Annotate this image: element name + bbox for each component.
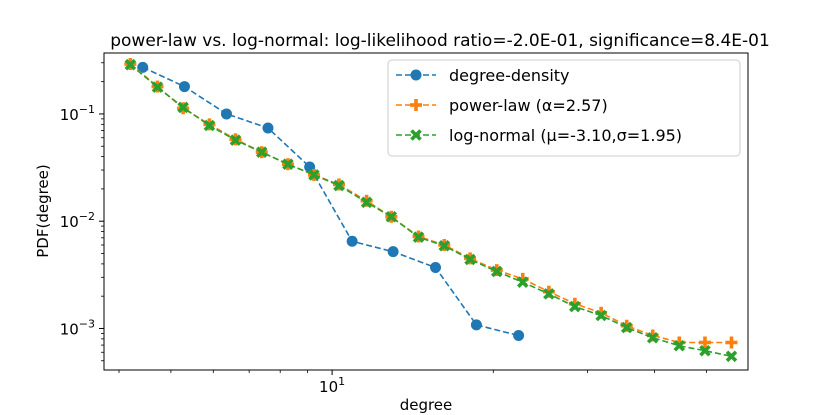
data-point-2-8 [333,179,345,192]
data-point-2-10 [385,210,398,223]
data-point-0-7 [430,262,442,274]
legend-label-0: degree-density [449,66,570,85]
data-point-2-11 [412,231,425,243]
data-point-0-8 [470,319,482,331]
data-point-1-22 [698,336,711,349]
data-point-2-22 [699,344,711,357]
data-point-2-5 [255,146,268,158]
data-point-2-12 [438,240,451,252]
data-point-2-20 [646,331,659,344]
series-line-0 [142,66,519,337]
data-point-2-16 [543,288,555,300]
y-axis-label: PDF(degree) [34,164,52,258]
data-point-2-6 [282,158,294,170]
legend-marker-1 [410,99,422,111]
data-point-2-23 [725,350,738,363]
legend-entry-0: degree-density [396,66,570,85]
data-point-2-9 [360,196,373,209]
data-point-2-19 [620,321,633,334]
data-point-0-5 [346,235,358,247]
data-point-1-23 [725,336,738,349]
y-tick-label-0: 10−1 [60,103,95,124]
plot-area [103,52,749,371]
y-tick-label-1: 10−2 [60,210,95,231]
legend-marker-2 [410,129,422,141]
legend-label-2: log-normal (μ=-3.10,σ=1.95) [449,126,682,145]
legend: degree-density power-law (α=2.57) log-norm… [387,59,741,157]
data-point-2-3 [203,119,216,132]
data-point-2-7 [308,169,320,181]
data-point-2-13 [464,253,476,266]
data-point-0-9 [513,329,525,341]
data-point-2-15 [516,276,529,288]
x-tick-label-0: 101 [319,375,345,396]
chart-title: power-law vs. log-normal: log-likelihood… [110,31,770,51]
data-point-2-1 [151,81,164,93]
data-point-2-17 [569,300,581,313]
series-line-2 [129,64,732,358]
series-2 [124,58,738,363]
x-axis-label: degree [400,396,453,414]
legend-entry-1: power-law (α=2.57) [396,96,608,115]
data-point-0-0 [137,61,149,73]
data-point-0-6 [387,246,399,258]
data-point-2-0 [124,58,137,71]
data-point-2-21 [673,339,686,352]
y-tick-label-2: 10−3 [60,317,95,338]
data-point-2-18 [595,309,607,322]
legend-entry-2: log-normal (μ=-3.10,σ=1.95) [396,126,682,145]
data-point-2-2 [177,101,189,114]
legend-box [387,59,741,157]
legend-marker-0 [410,69,422,81]
legend-label-1: power-law (α=2.57) [449,96,608,115]
data-point-0-1 [178,81,190,93]
data-point-2-14 [490,265,503,278]
data-point-0-2 [220,108,232,120]
data-point-2-4 [229,134,242,146]
data-point-0-3 [262,122,274,134]
